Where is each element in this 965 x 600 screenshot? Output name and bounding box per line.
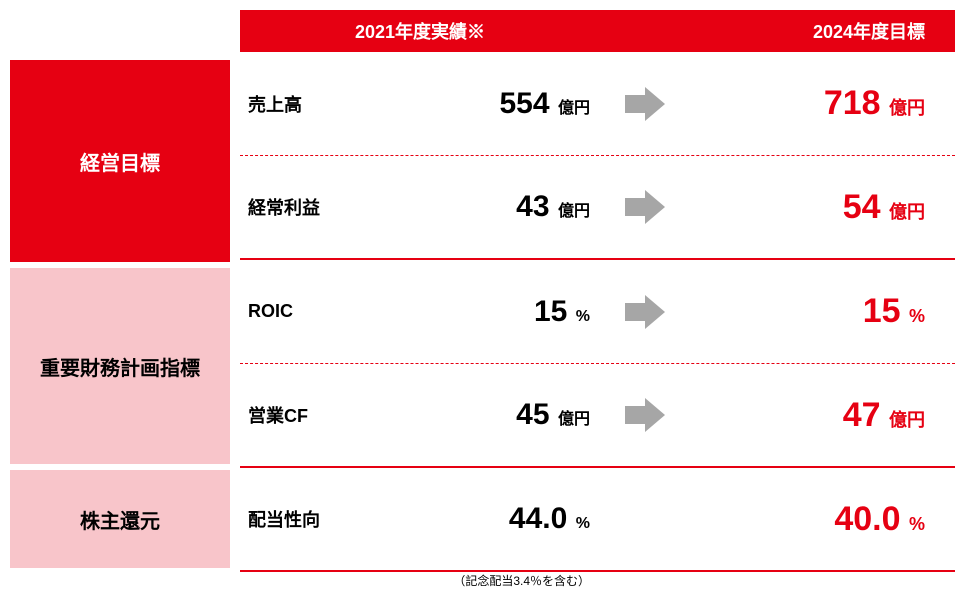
target-cell: 15 % — [690, 292, 955, 331]
metric-label: 配当性向 — [240, 506, 400, 532]
category-label: 経営目標 — [80, 147, 160, 176]
actual-unit: 億円 — [558, 203, 590, 220]
category-shareholder-return: 株主還元 — [10, 470, 230, 568]
table-row: 営業CF 45 億円 47 億円 — [240, 364, 955, 468]
actual-value: 44.0 — [509, 502, 567, 535]
arrow-right-icon — [625, 398, 665, 432]
category-header-spacer — [10, 10, 230, 52]
table-header: 2021年度実績※ 2024年度目標 — [240, 10, 955, 52]
arrow-cell — [600, 398, 690, 432]
target-value: 15 — [863, 292, 901, 330]
financial-targets-table: 経営目標 重要財務計画指標 株主還元 2021年度実績※ 2024年度目標 売上… — [10, 10, 955, 572]
actual-value: 45 — [516, 398, 549, 431]
target-unit: 億円 — [889, 202, 925, 222]
actual-value: 554 — [499, 87, 549, 120]
actual-cell: 43 億円 — [400, 190, 600, 224]
actual-unit: % — [576, 515, 590, 532]
arrow-cell — [600, 295, 690, 329]
actual-cell: 45 億円 — [400, 398, 600, 432]
target-cell: 718 億円 — [690, 84, 955, 123]
arrow-right-icon — [625, 295, 665, 329]
target-unit: % — [909, 306, 925, 326]
actual-cell: 554 億円 — [400, 87, 600, 121]
actual-footnote: （記念配当3.4％を含む） — [453, 572, 590, 589]
arrow-cell — [600, 87, 690, 121]
metric-label: 経常利益 — [240, 194, 400, 220]
target-unit: 億円 — [889, 410, 925, 430]
header-actual: 2021年度実績※ — [240, 18, 600, 44]
actual-value: 15 — [534, 295, 567, 328]
target-unit: 億円 — [889, 98, 925, 118]
actual-unit: % — [576, 308, 590, 325]
target-cell: 54 億円 — [690, 188, 955, 227]
category-financial-indicators: 重要財務計画指標 — [10, 268, 230, 464]
table-row: 配当性向 44.0 % （記念配当3.4％を含む） 40.0 % — [240, 468, 955, 572]
target-value: 54 — [843, 188, 881, 226]
table-row: 経常利益 43 億円 54 億円 — [240, 156, 955, 260]
category-label: 重要財務計画指標 — [40, 352, 200, 381]
category-label: 株主還元 — [80, 505, 160, 534]
arrow-cell — [600, 190, 690, 224]
table-row: ROIC 15 % 15 % — [240, 260, 955, 364]
target-value: 40.0 — [834, 500, 900, 538]
target-value: 718 — [824, 84, 881, 122]
arrow-right-icon — [625, 190, 665, 224]
arrow-right-icon — [625, 87, 665, 121]
metric-label: 営業CF — [240, 402, 400, 428]
target-unit: % — [909, 514, 925, 534]
data-column: 2021年度実績※ 2024年度目標 売上高 554 億円 718 億円 経常利 — [240, 10, 955, 572]
actual-unit: 億円 — [558, 100, 590, 117]
header-target: 2024年度目標 — [690, 18, 955, 44]
target-value: 47 — [843, 396, 881, 434]
actual-cell: 15 % — [400, 295, 600, 329]
actual-cell: 44.0 % （記念配当3.4％を含む） — [400, 502, 600, 536]
target-cell: 47 億円 — [690, 396, 955, 435]
category-column: 経営目標 重要財務計画指標 株主還元 — [10, 10, 230, 572]
metric-label: ROIC — [240, 301, 400, 322]
metric-label: 売上高 — [240, 91, 400, 117]
category-management-targets: 経営目標 — [10, 60, 230, 262]
actual-value: 43 — [516, 190, 549, 223]
table-row: 売上高 554 億円 718 億円 — [240, 52, 955, 156]
actual-unit: 億円 — [558, 411, 590, 428]
target-cell: 40.0 % — [690, 500, 955, 539]
